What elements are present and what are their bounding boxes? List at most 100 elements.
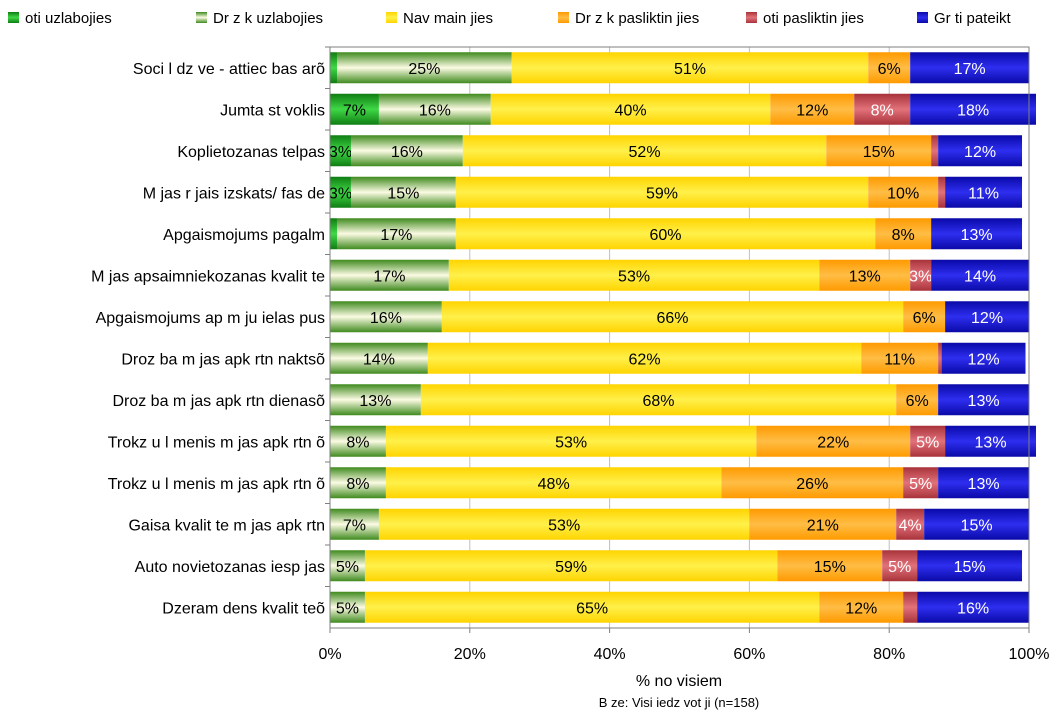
data-label: 53% [555,434,587,451]
x-tick-label: 40% [594,646,626,663]
bar-segment [336,218,456,250]
legend-swatch [386,12,397,23]
legend-swatch [746,12,757,23]
bar-segment [330,508,379,540]
data-label: 5% [916,434,939,451]
legend-swatch [558,12,569,23]
data-label: 65% [576,600,608,617]
bar-segment [945,176,1023,208]
bar-segment [938,467,1029,499]
bar-segment [749,508,897,540]
data-label: 12% [968,351,1000,368]
data-label: 15% [961,517,993,534]
bar-segment [330,591,365,623]
bar-segment [896,508,925,540]
data-label: 53% [618,268,650,285]
data-label: 6% [878,61,901,78]
bar-segment [364,550,778,582]
bar-segment [330,384,421,416]
category-label: Soci l dz ve - attiec bas arõ [133,61,325,78]
data-label: 16% [391,144,423,161]
category-label: Droz ba m jas apk rtn naktsõ [121,351,325,368]
bar-segment [917,550,1023,582]
bar-segment [931,259,1029,291]
data-label: 5% [909,476,932,493]
data-label: 26% [796,476,828,493]
category-label: M jas apsaimniekozanas kvalit te [91,268,325,285]
bar-segment [330,342,428,374]
bar-segment [455,218,876,250]
category-label: Apgaismojums ap m ju ielas pus [96,310,325,327]
bar-segment [945,425,1036,457]
data-label: 51% [674,61,706,78]
category-label: Apgaismojums pagalm [163,227,325,244]
legend-label: Gr ti pateikt [934,10,1012,27]
bar-segment [721,467,904,499]
data-label: 17% [380,227,412,244]
bar-segment [903,467,939,499]
data-label: 16% [419,102,451,119]
legend-label: oti uzlabojies [25,10,112,27]
data-label: 60% [650,227,682,244]
data-label: 5% [888,559,911,576]
bar-segment [917,591,1029,623]
data-label: 14% [363,351,395,368]
bar-segment [448,259,820,291]
data-label: 68% [643,393,675,410]
legend-item: Dr z k pasliktin jies [558,10,699,27]
category-labels: Soci l dz ve - attiec bas arõ Jumta st vo… [91,61,325,618]
data-label: 53% [548,517,580,534]
bar-segment [330,52,337,84]
bar-segment [910,425,946,457]
category-label: Gaisa kvalit te m jas apk rtn [128,517,325,534]
bar-segment [756,425,911,457]
bar-segment [385,425,757,457]
data-label: 12% [964,144,996,161]
data-label: 3% [329,185,352,202]
legend-swatch [917,12,928,23]
category-label: M jas r jais izskats/ fas de [143,185,325,202]
data-label: 52% [629,144,661,161]
bar-segment [385,467,722,499]
legend-swatch [8,12,19,23]
data-label: 8% [346,434,369,451]
x-tick-labels: 0% 20% 40% 60% 80% 100% [318,646,1049,663]
data-label: 16% [957,600,989,617]
bar-segment [861,342,939,374]
data-label: 3% [909,268,932,285]
data-label: 18% [957,102,989,119]
data-label: 15% [954,559,986,576]
data-label: 59% [646,185,678,202]
data-label: 4% [899,517,922,534]
data-label: 16% [370,310,402,327]
x-tick-label: 20% [454,646,486,663]
data-label: 15% [814,559,846,576]
bar-segment [330,218,337,250]
legend-item: Gr ti pateikt [917,10,1012,27]
bar-segment [910,259,932,291]
data-label: 12% [796,102,828,119]
data-label: 13% [359,393,391,410]
x-tick-label: 100% [1009,646,1050,663]
bar-segment [945,301,1029,333]
x-tick-label: 60% [733,646,765,663]
bar-segment [427,342,862,374]
data-label: 7% [343,102,366,119]
bar-segment [511,52,869,84]
bar-segment [868,52,911,84]
bar-segment [420,384,897,416]
bar-segment [330,259,449,291]
bar-segment [330,135,351,167]
bar-segment [931,135,939,167]
category-label: Trokz u l menis m jas apk rtn õ [108,476,325,493]
bar-segment [330,550,365,582]
bar-segment [910,93,1036,125]
legend-label: Dr z k uzlabojies [213,10,323,27]
data-label: 11% [884,351,915,368]
data-label: 8% [871,102,894,119]
data-label: 10% [887,185,919,202]
bar-segment [441,301,904,333]
data-label: 13% [968,393,1000,410]
data-label: 48% [538,476,570,493]
